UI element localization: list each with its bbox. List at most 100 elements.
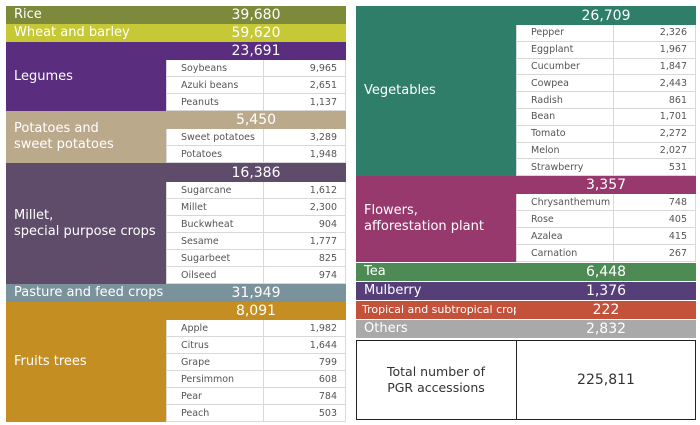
millet-item-name-text: Oilseed — [181, 269, 217, 281]
flowers-item-value-text: 405 — [668, 213, 687, 225]
vegetables-item-name-text: Strawberry — [531, 161, 584, 173]
flowers-item-name: Azalea — [516, 228, 613, 245]
millet-item-value-text: 1,777 — [309, 235, 337, 247]
vegetables-item-name: Eggplant — [516, 41, 613, 59]
fruits-item-name: Persimmon — [166, 371, 263, 388]
millet-label-line1: Millet, — [14, 207, 54, 223]
potatoes-label-text: Potatoes and sweet potatoes — [14, 121, 114, 152]
fruits-item-value: 1,982 — [263, 320, 346, 337]
legumes-label-text: Legumes — [14, 68, 73, 84]
total-value: 225,811 — [516, 340, 696, 420]
legumes-label: Legumes — [6, 42, 166, 111]
potatoes-label-line2: sweet potatoes — [14, 137, 114, 152]
fruits-item-name: Peach — [166, 405, 263, 422]
millet-item-name-text: Sugarcane — [181, 184, 232, 196]
others-value: 2,832 — [516, 320, 696, 338]
vegetables-item-value-text: 1,847 — [659, 60, 687, 72]
vegetables-label-text: Vegetables — [364, 83, 436, 99]
vegetables-item-name-text: Eggplant — [531, 44, 574, 56]
millet-item-name-text: Sugarbeet — [181, 252, 231, 264]
pasture-label-text: Pasture and feed crops — [14, 285, 164, 301]
millet-item-name: Oilseed — [166, 267, 263, 284]
millet-item-value-text: 1,612 — [309, 184, 337, 196]
vegetables-item-name: Cowpea — [516, 75, 613, 93]
millet-value: 16,386 — [166, 163, 346, 182]
mulberry-value: 1,376 — [516, 282, 696, 300]
potatoes-item-name: Sweet potatoes — [166, 129, 263, 146]
millet-item-name: Sugarcane — [166, 182, 263, 199]
total-label-line2: PGR accessions — [387, 380, 485, 395]
vegetables-item-value-text: 531 — [668, 161, 687, 173]
flowers-item-value: 405 — [613, 211, 696, 228]
vegetables-item-value: 1,847 — [613, 58, 696, 76]
vegetables-item-name-text: Bean — [531, 111, 556, 123]
fruits-item-name: Grape — [166, 354, 263, 371]
fruits-value-text: 8,091 — [235, 303, 277, 319]
potatoes-item-value: 3,289 — [263, 129, 346, 146]
vegetables-item-name-text: Cowpea — [531, 77, 569, 89]
legumes-item-value-text: 1,137 — [309, 96, 337, 108]
vegetables-item-value-text: 2,443 — [659, 77, 687, 89]
rice-value-text: 39,680 — [231, 7, 281, 23]
potatoes-item-value-text: 1,948 — [309, 148, 337, 160]
fruits-item-value-text: 608 — [318, 373, 337, 385]
fruits-item-name-text: Apple — [181, 322, 209, 334]
millet-item-value: 825 — [263, 250, 346, 267]
total-label-line1: Total number of — [387, 364, 485, 380]
fruits-item-value-text: 784 — [318, 390, 337, 402]
fruits-item-value-text: 799 — [318, 356, 337, 368]
flowers-item-name: Chrysanthemum — [516, 194, 613, 211]
flowers-label: Flowers, afforestation plant — [356, 176, 516, 262]
vegetables-item-value: 2,027 — [613, 142, 696, 160]
millet-value-text: 16,386 — [231, 164, 281, 181]
rice-label: Rice — [6, 6, 166, 24]
fruits-item-value-text: 503 — [318, 407, 337, 419]
millet-item-value-text: 904 — [318, 218, 337, 230]
legumes-item-name-text: Soybeans — [181, 62, 228, 74]
flowers-item-name-text: Chrysanthemum — [531, 196, 611, 208]
vegetables-item-name-text: Radish — [531, 94, 563, 106]
vegetables-item-name: Tomato — [516, 125, 613, 143]
others-label: Others — [356, 320, 516, 338]
wheat-value-text: 59,620 — [231, 25, 281, 41]
flowers-item-name-text: Carnation — [531, 247, 578, 259]
potatoes-item-name: Potatoes — [166, 146, 263, 163]
fruits-item-name-text: Pear — [181, 390, 202, 402]
tropical-label: Tropical and subtropical crops — [356, 301, 526, 319]
others-label-text: Others — [364, 321, 408, 337]
total-label-text: Total number of PGR accessions — [387, 364, 485, 395]
millet-item-name: Buckwheat — [166, 216, 263, 233]
tropical-value: 222 — [516, 301, 696, 319]
total-divider — [516, 340, 517, 420]
flowers-item-value-text: 415 — [668, 230, 687, 242]
legumes-item-name-text: Peanuts — [181, 96, 219, 108]
tea-value-text: 6,448 — [585, 264, 627, 280]
flowers-item-value-text: 748 — [668, 196, 687, 208]
flowers-item-value: 415 — [613, 228, 696, 245]
fruits-item-value: 799 — [263, 354, 346, 371]
fruits-label: Fruits trees — [6, 302, 166, 422]
potatoes-value-text: 5,450 — [235, 112, 277, 128]
legumes-value: 23,691 — [166, 42, 346, 60]
potatoes-item-name-text: Sweet potatoes — [181, 131, 255, 143]
wheat-label-text: Wheat and barley — [14, 25, 130, 41]
vegetables-item-name: Strawberry — [516, 159, 613, 177]
vegetables-item-name: Bean — [516, 109, 613, 126]
legumes-item-value-text: 9,965 — [309, 62, 337, 74]
legumes-item-name-text: Azuki beans — [181, 79, 239, 91]
mulberry-label-text: Mulberry — [364, 283, 422, 299]
millet-item-name-text: Sesame — [181, 235, 219, 247]
fruits-item-name-text: Citrus — [181, 339, 209, 351]
vegetables-item-name-text: Melon — [531, 144, 560, 156]
fruits-item-value: 608 — [263, 371, 346, 388]
vegetables-item-value: 531 — [613, 159, 696, 177]
pasture-value: 31,949 — [166, 284, 346, 302]
tropical-label-text: Tropical and subtropical crops — [362, 303, 526, 317]
rice-label-text: Rice — [14, 7, 42, 23]
vegetables-item-value: 861 — [613, 92, 696, 109]
legumes-item-name: Peanuts — [166, 94, 263, 111]
vegetables-item-name: Cucumber — [516, 58, 613, 76]
fruits-value: 8,091 — [166, 302, 346, 320]
vegetables-item-value: 1,701 — [613, 109, 696, 126]
mulberry-value-text: 1,376 — [585, 283, 627, 299]
